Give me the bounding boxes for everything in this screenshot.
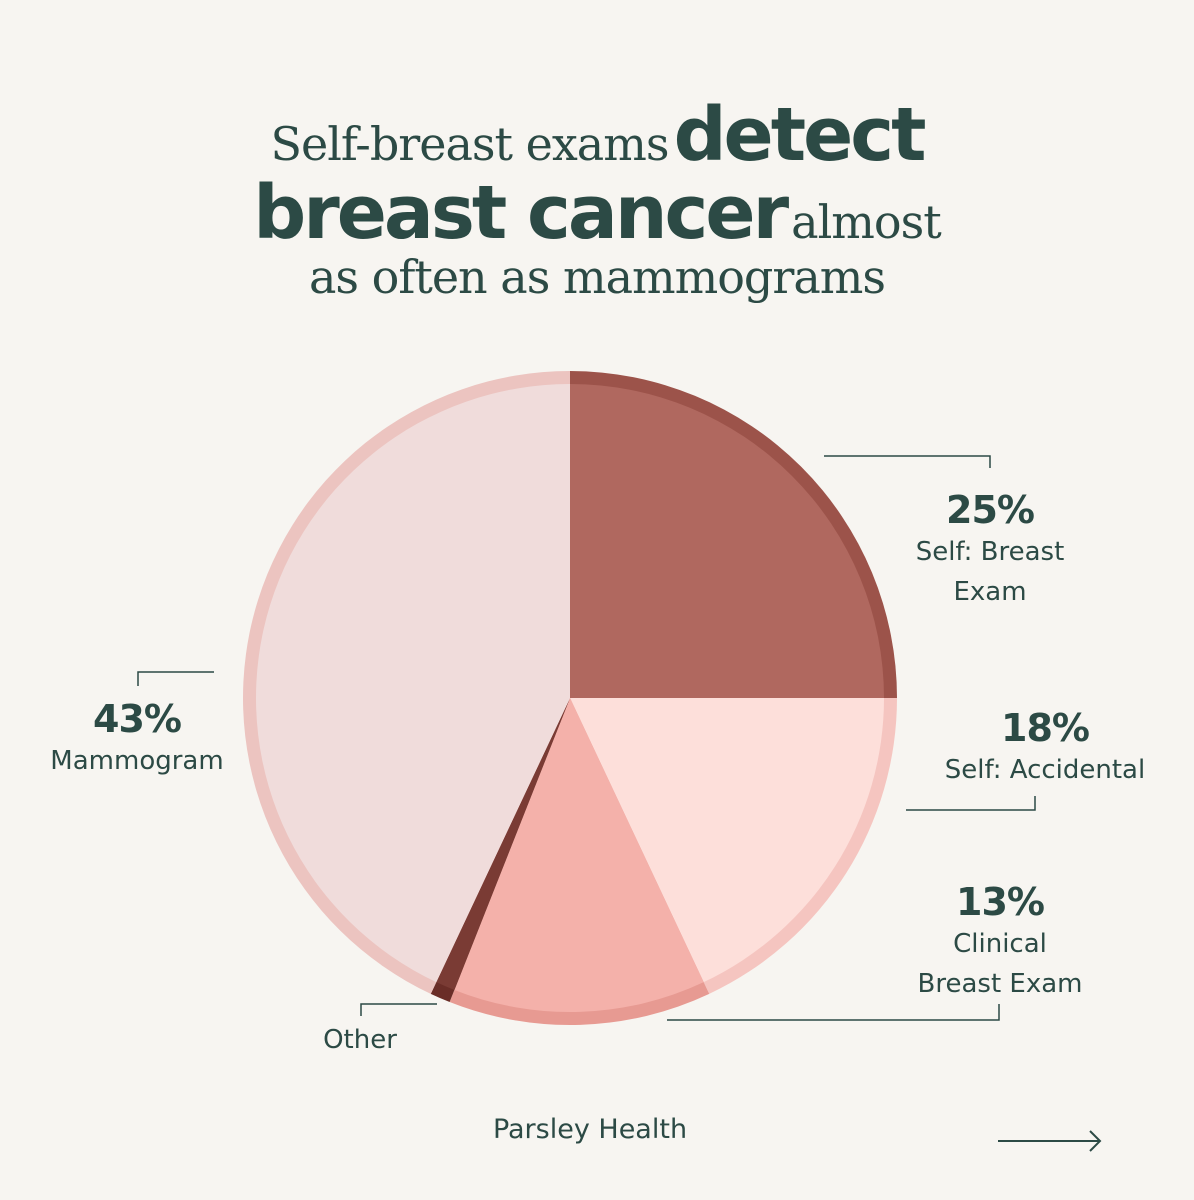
headline-bold-2: breast cancer [253, 170, 789, 256]
slice-self-accidental [570, 698, 884, 983]
pct-self-breast-exam: 25% [946, 488, 1035, 532]
headline-light-3: as often as mammograms [308, 250, 886, 304]
cat-self-breast-exam-line2: Exam [953, 577, 1027, 607]
headline-light-1: Self-breast exams [270, 117, 669, 171]
slice-mammogram [255, 384, 570, 983]
leader-mammogram [137, 671, 214, 686]
slice-clinical-breast-exam [454, 698, 704, 1013]
pct-mammogram: 43% [93, 697, 182, 741]
label-other: Other [300, 1020, 420, 1060]
slice-self-breast-exam [570, 384, 884, 698]
cat-clinical-line2: Breast Exam [917, 969, 1083, 999]
arrow-right-icon[interactable] [996, 1126, 1106, 1158]
headline-light-2: almost [791, 195, 942, 249]
label-self-accidental: 18% Self: Accidental [900, 706, 1190, 790]
leader-self-breast-exam [824, 455, 991, 468]
slice-other [436, 698, 570, 990]
leader-other [360, 1003, 437, 1016]
cat-clinical-line1: Clinical [953, 929, 1047, 959]
label-self-breast-exam: 25% Self: Breast Exam [880, 488, 1100, 612]
headline-bold-1: detect [673, 92, 927, 178]
pct-self-accidental: 18% [1001, 706, 1090, 750]
cat-self-breast-exam-line1: Self: Breast [915, 537, 1065, 567]
pie-slices [242, 371, 897, 1026]
headline-line-3: as often as mammograms [0, 250, 1194, 304]
cat-mammogram: Mammogram [50, 746, 224, 776]
leader-lines [137, 455, 1036, 1021]
headline-line-1: Self-breast exams detect [0, 92, 1194, 178]
headline-line-2: breast cancer almost [0, 170, 1194, 256]
pct-clinical-breast-exam: 13% [956, 880, 1045, 924]
leader-clinical-breast-exam [667, 1004, 1000, 1021]
leader-self-accidental [906, 796, 1036, 811]
brand-name: Parsley Health [492, 1114, 688, 1145]
cat-other: Other [323, 1025, 397, 1055]
label-mammogram: 43% Mammogram [22, 697, 252, 781]
label-clinical-breast-exam: 13% Clinical Breast Exam [880, 880, 1120, 1004]
cat-self-accidental: Self: Accidental [944, 755, 1146, 785]
